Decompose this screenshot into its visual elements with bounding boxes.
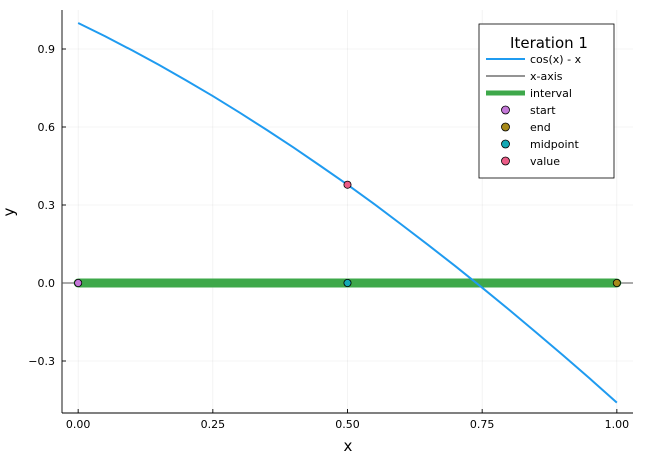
y-tick-label: 0.0 [38,277,56,290]
legend-label-cos-x-x: cos(x) - x [530,53,582,66]
legend-box [478,23,615,179]
legend-label-x-axis: x-axis [530,70,563,83]
legend-entry-end: end [501,121,551,134]
start-point [74,278,83,287]
legend-swatch-midpoint [501,139,510,149]
end-point [612,278,621,287]
x-axis-label: x [344,437,353,455]
legend-swatch-start [501,105,510,115]
y-axis-label: y [0,207,18,216]
x-tick-label: 0.75 [470,418,495,431]
x-tick-label: 0.00 [66,418,91,431]
legend-label-interval: interval [530,87,572,100]
y-tick-label: −0.3 [28,355,55,368]
y-tick-label: 0.3 [38,199,56,212]
legend-swatch-end [501,122,510,132]
legend-entry-x-axis: x-axis [486,70,563,83]
x-tick-label: 1.00 [605,418,630,431]
legend-swatch-value [501,156,510,166]
value-point [343,180,352,189]
axis-ticks: 0.00 0.25 0.50 0.75 1.00 −0.3 0.0 0.3 0.6 0.9 [28,43,629,431]
legend-entry-interval: interval [486,87,572,100]
legend-label-end: end [530,121,551,134]
legend-title: Iteration 1 [510,34,588,52]
x-tick-label: 0.25 [201,418,226,431]
midpoint-point [343,278,352,287]
legend-label-midpoint: midpoint [530,138,579,151]
plot-area [62,22,633,404]
x-tick-label: 0.50 [335,418,360,431]
legend-entry-start: start [501,104,556,117]
legend-label-start: start [530,104,556,117]
legend-entry-cos-x-x: cos(x) - x [486,53,582,66]
legend-entry-value: value [501,155,560,168]
legend: Iteration 1 cos(x) - x x-axis interval star… [478,23,615,179]
legend-entry-midpoint: midpoint [501,138,579,151]
legend-label-value: value [530,155,560,168]
y-tick-label: 0.9 [38,43,56,56]
y-tick-label: 0.6 [38,121,56,134]
